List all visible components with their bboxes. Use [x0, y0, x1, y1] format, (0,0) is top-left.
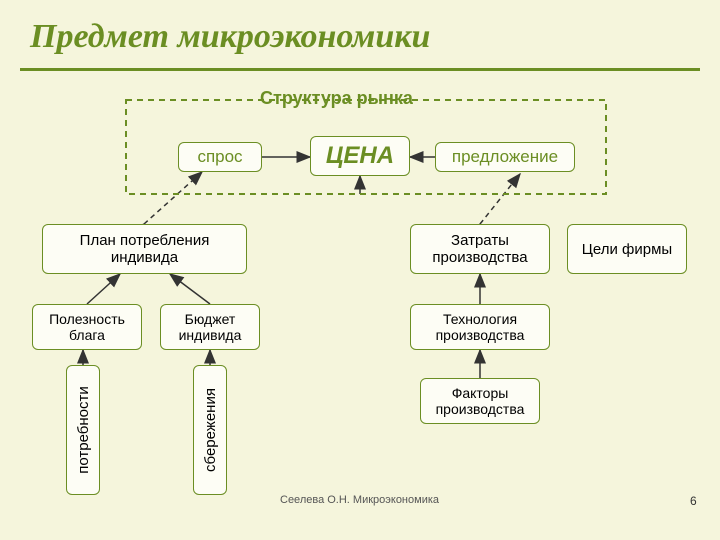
node-demand: спрос: [178, 142, 262, 172]
node-savings: сбережения: [193, 365, 227, 495]
node-needs: потребности: [66, 365, 100, 495]
node-goals: Цели фирмы: [567, 224, 687, 274]
node-costs: Затраты производства: [410, 224, 550, 274]
footer-text: Сеелева О.Н. Микроэкономика: [280, 494, 439, 506]
page-number: 6: [690, 494, 697, 508]
node-supply: предложение: [435, 142, 575, 172]
node-plan: План потребления индивида: [42, 224, 247, 274]
node-budget: Бюджет индивида: [160, 304, 260, 350]
node-price: ЦЕНА: [310, 136, 410, 176]
node-utility: Полезность блага: [32, 304, 142, 350]
node-tech: Технология производства: [410, 304, 550, 350]
node-factors: Факторы производства: [420, 378, 540, 424]
